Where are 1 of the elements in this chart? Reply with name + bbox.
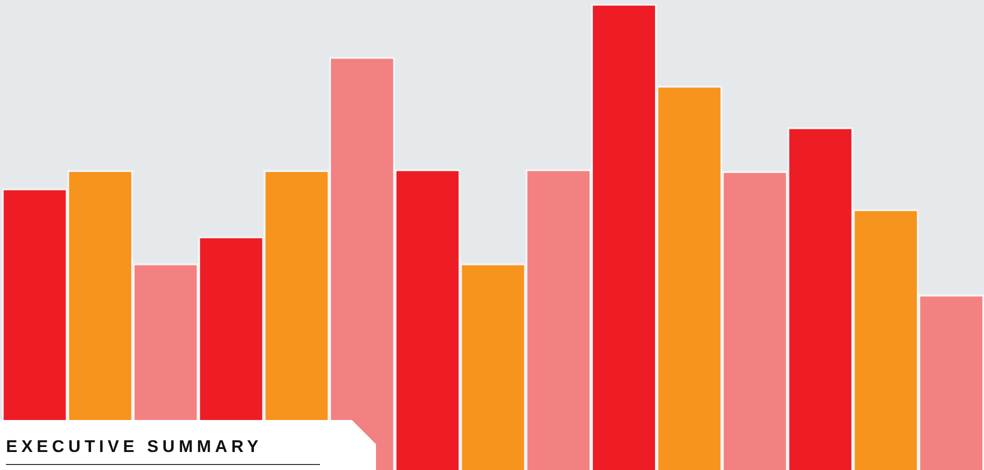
text: EXECUTIVE SUMMARY <box>6 437 262 457</box>
